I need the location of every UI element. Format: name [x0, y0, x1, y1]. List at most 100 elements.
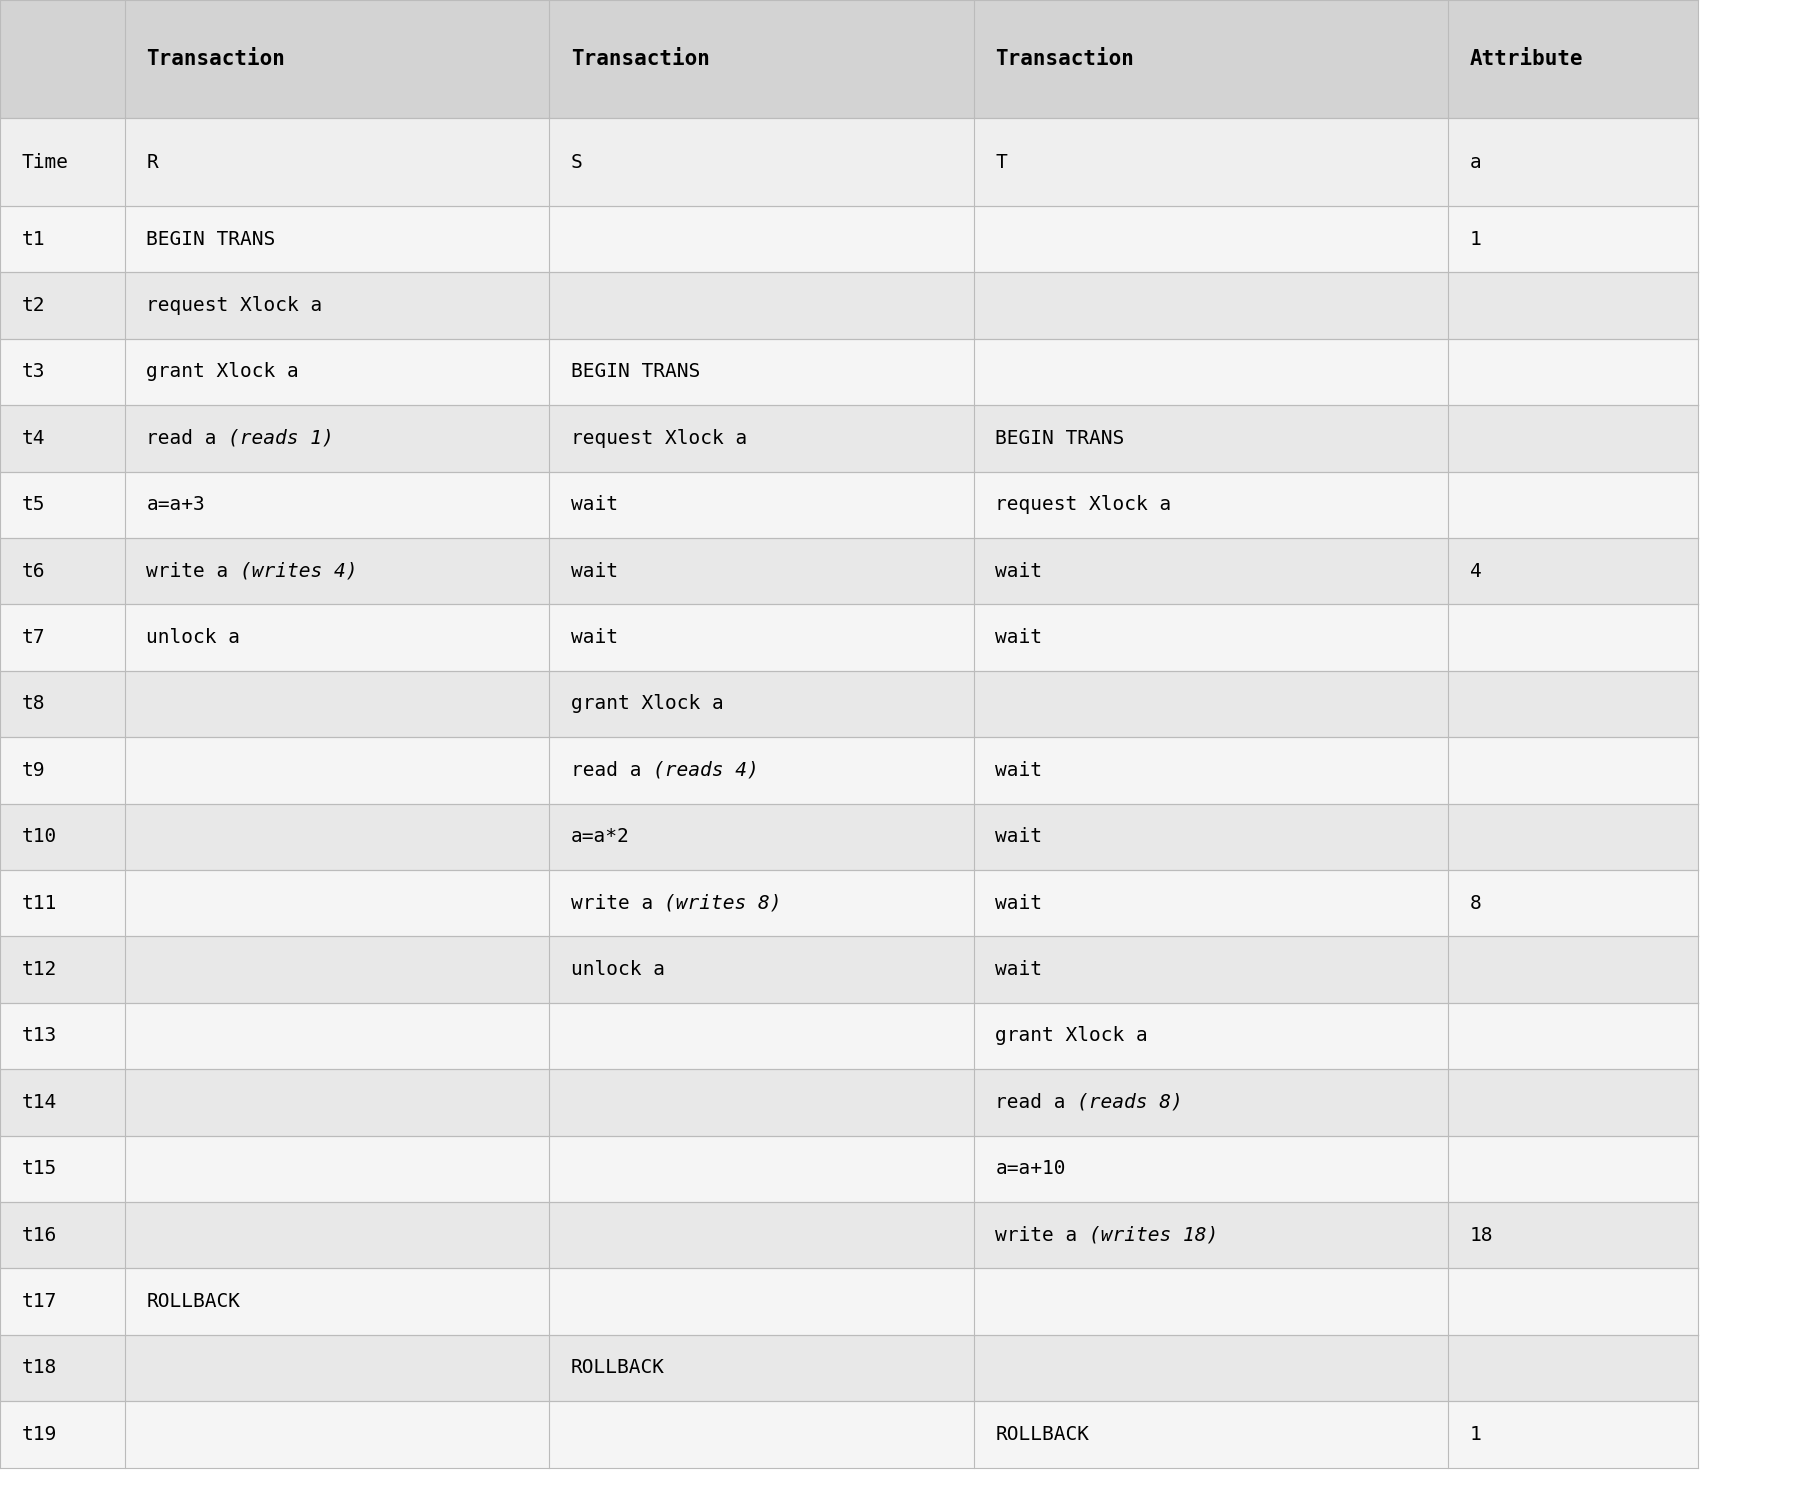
- Bar: [0, 869, 124, 936]
- Bar: [0, 1334, 124, 1400]
- Bar: [1449, 803, 1697, 869]
- Bar: [124, 936, 550, 1003]
- Bar: [0, 119, 124, 207]
- Bar: [0, 1268, 124, 1335]
- Text: t4: t4: [22, 429, 45, 448]
- Text: wait: wait: [996, 561, 1043, 581]
- Text: wait: wait: [996, 761, 1043, 780]
- Bar: [124, 803, 550, 869]
- Text: 4: 4: [1471, 561, 1482, 581]
- Text: ROLLBACK: ROLLBACK: [146, 1292, 241, 1311]
- Bar: [550, 803, 975, 869]
- Bar: [124, 1136, 550, 1201]
- Text: grant Xlock a: grant Xlock a: [572, 694, 723, 714]
- Bar: [1449, 1070, 1697, 1136]
- Bar: [1449, 1400, 1697, 1467]
- Text: T: T: [996, 152, 1007, 172]
- Bar: [1449, 869, 1697, 936]
- Text: grant Xlock a: grant Xlock a: [146, 362, 298, 382]
- Text: 1: 1: [1471, 1424, 1482, 1444]
- Text: wait: wait: [572, 628, 619, 647]
- Bar: [975, 1201, 1449, 1268]
- Bar: [0, 340, 124, 406]
- Bar: [1449, 1136, 1697, 1201]
- Bar: [975, 1003, 1449, 1068]
- Bar: [550, 1400, 975, 1467]
- Bar: [124, 207, 550, 273]
- Bar: [124, 119, 550, 207]
- Text: t14: t14: [22, 1093, 58, 1112]
- Bar: [550, 273, 975, 340]
- Text: t17: t17: [22, 1292, 58, 1311]
- Text: grant Xlock a: grant Xlock a: [996, 1026, 1149, 1046]
- Bar: [0, 1070, 124, 1136]
- Bar: [975, 803, 1449, 869]
- Bar: [975, 406, 1449, 471]
- Bar: [550, 539, 975, 605]
- Bar: [124, 406, 550, 471]
- Text: read a: read a: [996, 1093, 1077, 1112]
- Text: t3: t3: [22, 362, 45, 382]
- Text: wait: wait: [572, 495, 619, 515]
- Text: ROLLBACK: ROLLBACK: [996, 1424, 1090, 1444]
- Text: Transaction: Transaction: [146, 50, 286, 69]
- Bar: [0, 605, 124, 672]
- Text: request Xlock a: request Xlock a: [572, 429, 748, 448]
- Bar: [124, 1268, 550, 1335]
- Bar: [124, 869, 550, 936]
- Bar: [975, 539, 1449, 605]
- Bar: [0, 1003, 124, 1068]
- Text: ROLLBACK: ROLLBACK: [572, 1358, 665, 1378]
- Text: wait: wait: [996, 960, 1043, 979]
- Bar: [124, 1201, 550, 1268]
- Bar: [0, 539, 124, 605]
- Bar: [975, 340, 1449, 406]
- Text: t16: t16: [22, 1225, 58, 1245]
- Bar: [124, 1070, 550, 1136]
- Bar: [124, 0, 550, 119]
- Text: read a: read a: [146, 429, 228, 448]
- Text: t19: t19: [22, 1424, 58, 1444]
- Bar: [0, 1400, 124, 1467]
- Text: a=a*2: a=a*2: [572, 827, 629, 847]
- Bar: [1449, 936, 1697, 1003]
- Text: R: R: [146, 152, 158, 172]
- Bar: [550, 670, 975, 738]
- Bar: [975, 738, 1449, 803]
- Bar: [1449, 471, 1697, 539]
- Bar: [1449, 1201, 1697, 1268]
- Bar: [124, 605, 550, 672]
- Bar: [975, 1268, 1449, 1335]
- Bar: [0, 273, 124, 340]
- Bar: [975, 119, 1449, 207]
- Bar: [0, 0, 124, 119]
- Text: write a: write a: [146, 561, 241, 581]
- Bar: [1449, 539, 1697, 605]
- Text: read a: read a: [572, 761, 653, 780]
- Bar: [124, 340, 550, 406]
- Bar: [1449, 1334, 1697, 1400]
- Bar: [975, 1136, 1449, 1201]
- Text: t8: t8: [22, 694, 45, 714]
- Bar: [1449, 1003, 1697, 1068]
- Text: (reads 4): (reads 4): [653, 761, 759, 780]
- Bar: [975, 936, 1449, 1003]
- Bar: [550, 471, 975, 539]
- Bar: [550, 406, 975, 471]
- Text: BEGIN TRANS: BEGIN TRANS: [996, 429, 1124, 448]
- Text: wait: wait: [996, 827, 1043, 847]
- Text: a=a+3: a=a+3: [146, 495, 205, 515]
- Bar: [0, 1136, 124, 1201]
- Bar: [550, 0, 975, 119]
- Bar: [0, 803, 124, 869]
- Text: t7: t7: [22, 628, 45, 647]
- Bar: [975, 207, 1449, 273]
- Bar: [1449, 207, 1697, 273]
- Text: a=a+10: a=a+10: [996, 1159, 1066, 1179]
- Text: 18: 18: [1471, 1225, 1494, 1245]
- Text: unlock a: unlock a: [572, 960, 665, 979]
- Bar: [124, 471, 550, 539]
- Bar: [1449, 340, 1697, 406]
- Text: t9: t9: [22, 761, 45, 780]
- Text: Time: Time: [22, 152, 68, 172]
